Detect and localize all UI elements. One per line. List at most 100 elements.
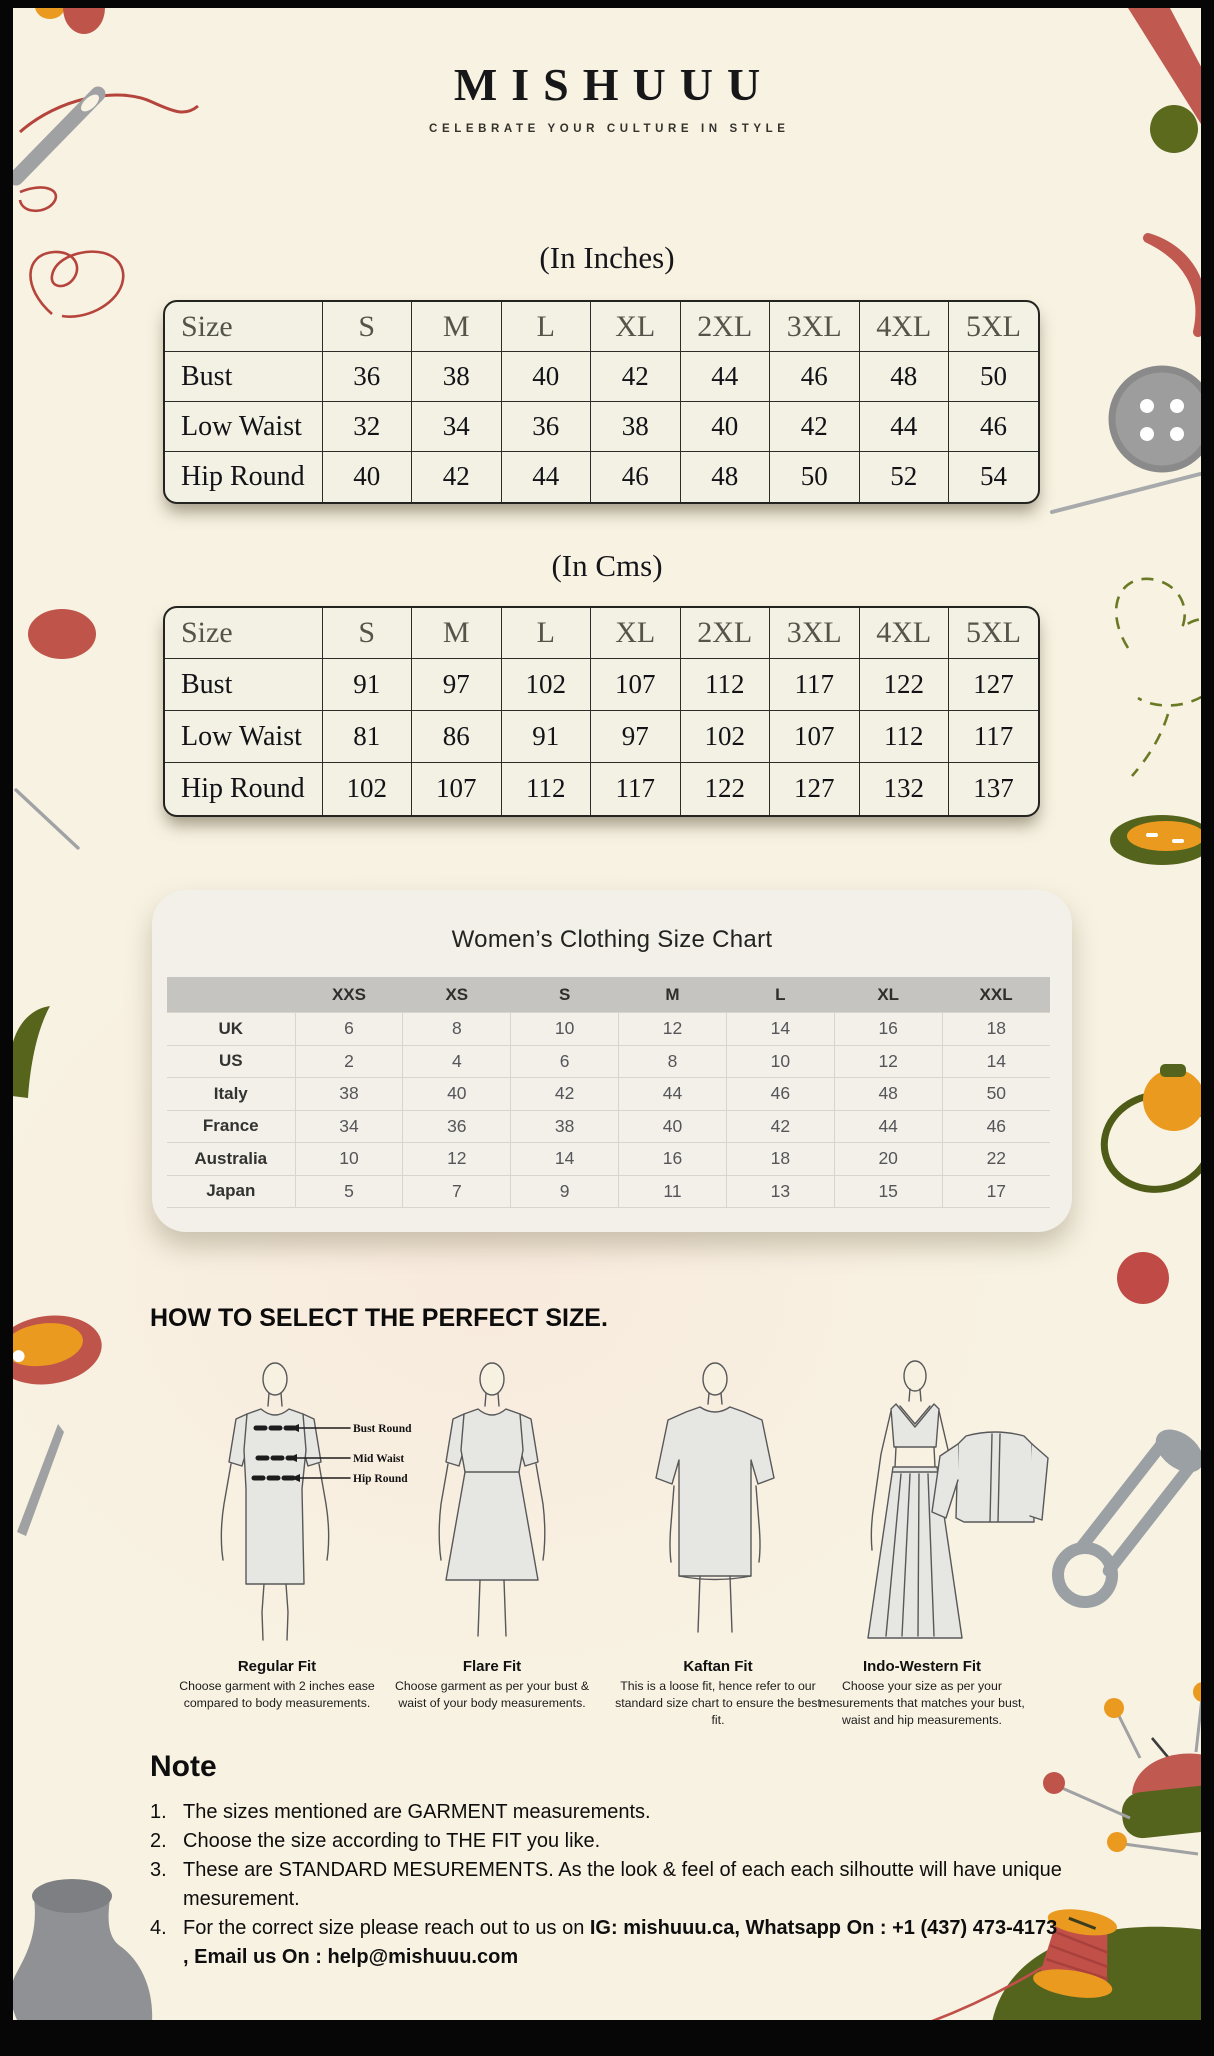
column-header: Size bbox=[165, 302, 323, 352]
needle-and-thread-icon bbox=[8, 86, 199, 213]
fit-description: This is a loose fit, hence refer to our … bbox=[615, 1679, 821, 1728]
size-value-cell: 42 bbox=[510, 1077, 620, 1111]
row-label: Italy bbox=[167, 1077, 296, 1111]
intl-chart-title: Women’s Clothing Size Chart bbox=[451, 926, 773, 953]
size-value-cell: 112 bbox=[500, 762, 591, 815]
row-label: Bust bbox=[165, 351, 323, 402]
ribbon-icon bbox=[1128, 8, 1206, 132]
size-value-cell: 127 bbox=[769, 762, 860, 815]
column-header: M bbox=[411, 608, 502, 659]
inches-table-title: (In Inches) bbox=[539, 240, 675, 275]
table-row: France 34 36 38 40 42 44 46 bbox=[167, 1109, 1050, 1143]
size-value-cell: 10 bbox=[725, 1044, 835, 1078]
size-value-cell: 34 bbox=[411, 401, 502, 452]
size-value-cell: 42 bbox=[769, 401, 860, 452]
row-label: Bust bbox=[165, 658, 323, 711]
size-value-cell: 97 bbox=[590, 710, 681, 763]
column-header: 5XL bbox=[948, 302, 1038, 352]
note-heading: Note bbox=[150, 1750, 217, 1783]
fit-name: Kaftan Fit bbox=[683, 1658, 753, 1675]
size-value-cell: 42 bbox=[725, 1109, 835, 1143]
cms-table: Size S M L XL 2XL 3XL 4XL 5XL Bust 91 97 102 107 112 11… bbox=[165, 608, 1038, 815]
fit-description: Choose your size as per your mesurements… bbox=[819, 1679, 1025, 1728]
size-value-cell: 127 bbox=[948, 658, 1038, 711]
table-row: Low Waist 81 86 91 97 102 107 112 117 bbox=[165, 710, 1038, 763]
indo-western-fit-figure bbox=[867, 1360, 1049, 1639]
size-value-cell: 38 bbox=[510, 1109, 620, 1143]
table-row: Low Waist 32 34 36 38 40 42 44 46 bbox=[165, 401, 1038, 452]
size-value-cell: 81 bbox=[321, 710, 412, 763]
table-row: UK 6 8 10 12 14 16 18 bbox=[167, 1012, 1050, 1046]
size-value-cell: 52 bbox=[858, 451, 949, 502]
column-header: 2XL bbox=[679, 302, 770, 352]
column-header: 3XL bbox=[769, 608, 860, 659]
fit-caption-flare: Flare Fit Choose garment as per your bus… bbox=[384, 1658, 600, 1712]
needle-low-icon bbox=[17, 1424, 64, 1536]
table-row: Bust 36 38 40 42 44 46 48 50 bbox=[165, 351, 1038, 402]
size-value-cell: 6 bbox=[510, 1044, 620, 1078]
size-value-cell: 5 bbox=[294, 1174, 404, 1208]
row-label: Hip Round bbox=[165, 762, 323, 815]
size-value-cell: 48 bbox=[858, 351, 949, 402]
column-header: 4XL bbox=[858, 608, 949, 659]
size-value-cell: 54 bbox=[948, 451, 1038, 502]
size-value-cell: 16 bbox=[833, 1012, 943, 1046]
size-value-cell: 38 bbox=[590, 401, 681, 452]
bust-round-label: Bust Round bbox=[353, 1423, 412, 1435]
size-value-cell: 15 bbox=[833, 1174, 943, 1208]
row-label: Australia bbox=[167, 1142, 296, 1176]
fit-name: Indo-Western Fit bbox=[862, 1658, 982, 1675]
size-value-cell: 46 bbox=[941, 1109, 1050, 1143]
size-value-cell: 91 bbox=[500, 710, 591, 763]
note-list: The sizes mentioned are GARMENT measurem… bbox=[150, 1798, 1068, 1972]
intl-size-table: XXS XS S M L XL XXL UK 6 8 10 12 14 16 18 US 2 4 6 8 10 12 14 I… bbox=[167, 977, 1050, 1208]
fit-description: Choose garment with 2 inches ease compar… bbox=[179, 1679, 375, 1711]
size-value-cell: 102 bbox=[679, 710, 770, 763]
column-header: 4XL bbox=[858, 302, 949, 352]
column-header: 2XL bbox=[679, 608, 770, 659]
size-value-cell: 50 bbox=[769, 451, 860, 502]
fit-caption-regular: Regular Fit Choose garment with 2 inches… bbox=[169, 1658, 385, 1712]
kaftan-fit-figure bbox=[655, 1362, 775, 1633]
olive-dot-icon bbox=[1150, 105, 1198, 153]
column-header: L bbox=[500, 302, 591, 352]
flare-fit-figure bbox=[438, 1362, 546, 1637]
size-value-cell: 112 bbox=[679, 658, 770, 711]
table-row: Australia 10 12 14 16 18 20 22 bbox=[167, 1142, 1050, 1176]
note-item: Choose the size according to THE FIT you… bbox=[150, 1827, 1068, 1856]
fit-figures: Bust Round Mid Waist Hip Round bbox=[220, 1360, 1049, 1641]
size-value-cell: 8 bbox=[402, 1012, 512, 1046]
cms-table-title: (In Cms) bbox=[551, 548, 663, 583]
size-value-cell: 11 bbox=[618, 1174, 727, 1208]
size-value-cell: 40 bbox=[321, 451, 412, 502]
column-header: XL bbox=[834, 977, 943, 1013]
frame-top bbox=[0, 0, 1214, 8]
size-value-cell: 107 bbox=[769, 710, 860, 763]
size-value-cell: 117 bbox=[769, 658, 860, 711]
column-header: XS bbox=[402, 977, 511, 1013]
brand-header: MISHUUU CELEBRATE YOUR CULTURE IN STYLE bbox=[0, 58, 1214, 135]
brand-tagline: CELEBRATE YOUR CULTURE IN STYLE bbox=[429, 123, 790, 135]
size-value-cell: 107 bbox=[590, 658, 681, 711]
size-value-cell: 46 bbox=[590, 451, 681, 502]
size-value-cell: 42 bbox=[411, 451, 502, 502]
frame-right bbox=[1201, 0, 1214, 2056]
red-oval-icon bbox=[28, 609, 96, 659]
size-value-cell: 117 bbox=[590, 762, 681, 815]
mannequin-icon bbox=[10, 1879, 153, 2022]
size-value-cell: 13 bbox=[725, 1174, 835, 1208]
column-header: XXL bbox=[942, 977, 1050, 1013]
row-label: Japan bbox=[167, 1174, 296, 1208]
size-value-cell: 102 bbox=[321, 762, 412, 815]
column-header: 3XL bbox=[769, 302, 860, 352]
column-header: M bbox=[411, 302, 502, 352]
column-header: S bbox=[510, 977, 619, 1013]
needle-left-icon bbox=[14, 788, 80, 850]
size-value-cell: 50 bbox=[941, 1077, 1050, 1111]
size-value-cell: 8 bbox=[618, 1044, 727, 1078]
size-value-cell: 22 bbox=[941, 1142, 1050, 1176]
note-item: For the correct size please reach out to… bbox=[150, 1914, 1068, 1972]
frame-bottom bbox=[0, 2020, 1214, 2056]
row-label: Hip Round bbox=[165, 451, 323, 502]
size-value-cell: 44 bbox=[679, 351, 770, 402]
